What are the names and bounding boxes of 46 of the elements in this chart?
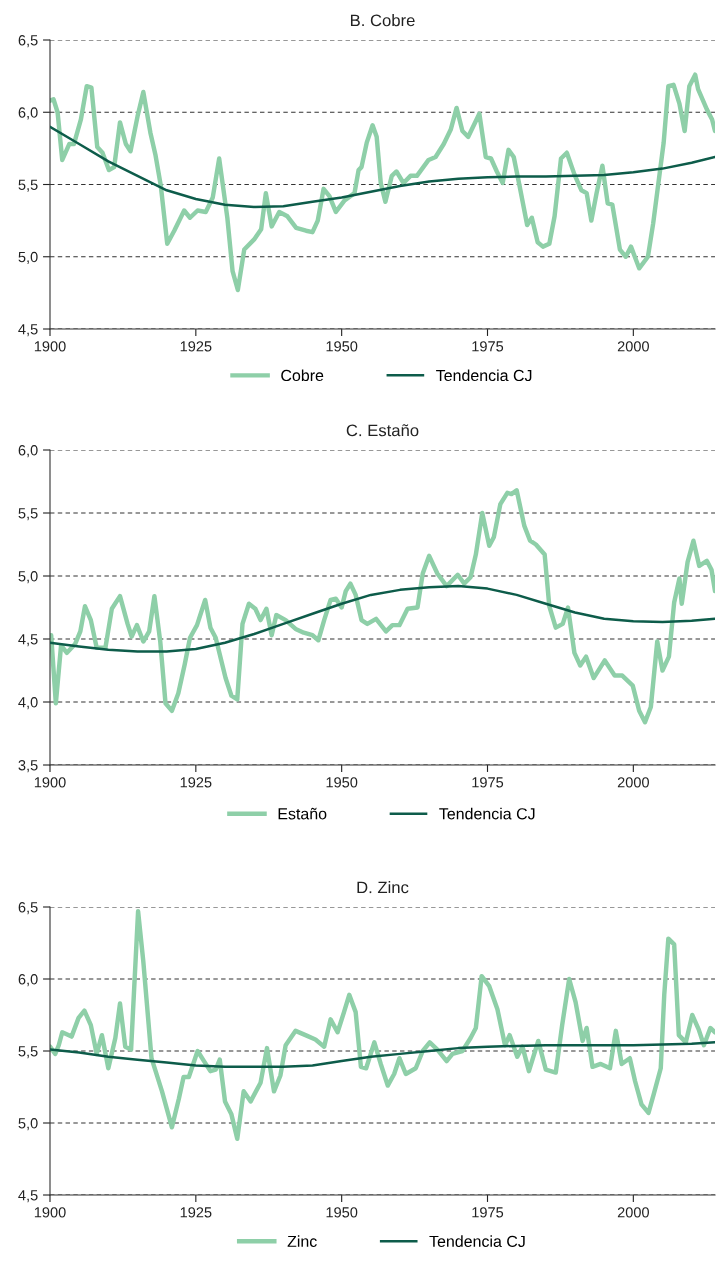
line-series	[50, 584, 715, 653]
y-tick-label: 6,0	[18, 107, 38, 120]
y-tick-label: 6,5	[18, 902, 38, 915]
x-tick-label: 1900	[34, 777, 66, 788]
x-tick-label: 1925	[180, 1207, 212, 1218]
legend-label: Cobre	[281, 369, 324, 382]
y-tick-label: 5,5	[18, 508, 38, 521]
y-tick-label: 5,0	[18, 251, 38, 264]
legend-label: Tendencia CJ	[439, 807, 535, 820]
x-tick-label: 1900	[34, 341, 66, 352]
y-tick-label: 5,0	[18, 1118, 38, 1131]
x-tick-label: 1950	[326, 777, 358, 788]
x-tick-label: 2000	[617, 341, 649, 352]
x-tick-label: 1900	[34, 1207, 66, 1218]
line-series	[50, 909, 715, 1142]
x-tick-label: 2000	[617, 777, 649, 788]
chart-title: D. Zinc	[357, 881, 409, 894]
y-tick-label: 5,5	[18, 1046, 38, 1059]
chart-title: C. Estaño	[346, 424, 419, 437]
legend-label: Tendencia CJ	[436, 369, 532, 382]
y-tick-label: 3,5	[18, 760, 38, 773]
y-tick-label: 6,0	[18, 974, 38, 987]
legend-label: Estaño	[278, 807, 327, 820]
line-series	[50, 72, 715, 293]
line-series	[50, 488, 715, 725]
x-tick-label: 1950	[326, 341, 358, 352]
x-tick-label: 1975	[472, 1207, 504, 1218]
x-tick-label: 1925	[180, 341, 212, 352]
line-series	[50, 1041, 715, 1069]
y-tick-label: 4,5	[18, 1190, 38, 1203]
legend-label: Zinc	[287, 1235, 317, 1248]
y-tick-label: 4,0	[18, 697, 38, 710]
y-tick-label: 6,0	[18, 445, 38, 458]
y-tick-label: 5,0	[18, 571, 38, 584]
x-tick-label: 2000	[617, 1207, 649, 1218]
y-tick-label: 6,5	[18, 35, 38, 48]
line-series	[50, 125, 715, 209]
x-tick-label: 1975	[472, 777, 504, 788]
legend-label: Tendencia CJ	[429, 1235, 525, 1248]
x-tick-label: 1975	[472, 341, 504, 352]
x-tick-label: 1950	[326, 1207, 358, 1218]
chart-title: B. Cobre	[350, 14, 415, 27]
y-tick-label: 5,5	[18, 179, 38, 192]
y-tick-label: 4,5	[18, 634, 38, 647]
x-tick-label: 1925	[180, 777, 212, 788]
y-tick-label: 4,5	[18, 324, 38, 337]
